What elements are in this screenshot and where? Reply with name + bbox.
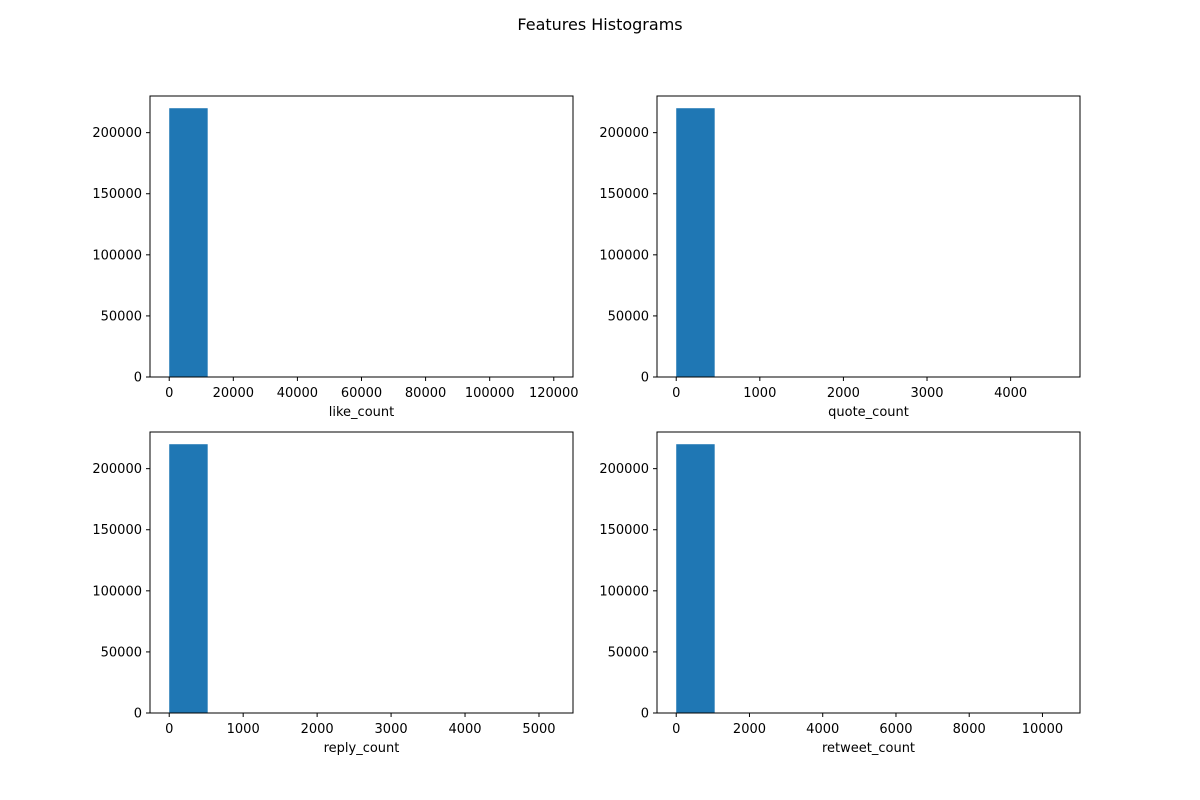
- x-tick-label: 2000: [733, 722, 766, 737]
- y-tick-label: 150000: [599, 523, 649, 538]
- x-tick-label: 0: [672, 386, 680, 401]
- axes-frame: [656, 95, 1081, 378]
- x-tick-label: 6000: [879, 722, 912, 737]
- x-tick-label: 1000: [227, 722, 260, 737]
- y-tick-label: 100000: [92, 248, 142, 263]
- x-tick-label: 3000: [910, 386, 943, 401]
- y-tick-label: 150000: [92, 187, 142, 202]
- subplot-retweet-count: 0 2000 4000 6000 8000 10000050000100000150000…: [599, 431, 1081, 756]
- y-tick-label: 0: [641, 371, 649, 386]
- x-tick-label: 80000: [405, 386, 446, 401]
- histogram-bar: [676, 108, 715, 377]
- x-tick-label: 5000: [522, 722, 555, 737]
- y-tick-label: 150000: [599, 187, 649, 202]
- x-tick-label: 60000: [341, 386, 382, 401]
- x-tick-label: 120000: [529, 386, 579, 401]
- y-tick-label: 0: [641, 707, 649, 722]
- x-axis-label: reply_count: [324, 741, 400, 756]
- y-tick-label: 50000: [101, 645, 142, 660]
- y-tick-label: 50000: [608, 309, 649, 324]
- x-tick-label: 40000: [277, 386, 318, 401]
- y-tick-label: 100000: [599, 584, 649, 599]
- subplot-like-count: 0 20000 40000 60000 80000 100000 120000 0 50000 1…: [92, 95, 579, 420]
- x-axis-label: quote_count: [828, 405, 909, 420]
- y-tick-label: 200000: [599, 126, 649, 141]
- y-tick-label: 50000: [101, 309, 142, 324]
- figure-title: Features Histograms: [517, 15, 682, 34]
- y-tick-label: 100000: [599, 248, 649, 263]
- x-tick-label: 2000: [827, 386, 860, 401]
- histogram-bar: [169, 108, 208, 377]
- subplot-quote-count: 0 1000 2000 3000 4000 0 50000 100000 150000 20000…: [599, 95, 1081, 420]
- x-tick-label: 100000: [465, 386, 515, 401]
- axes-frame: [149, 431, 574, 714]
- x-tick-label: 8000: [953, 722, 986, 737]
- x-tick-label: 0: [165, 386, 173, 401]
- x-tick-label: 2000: [301, 722, 334, 737]
- x-tick-label: 4000: [806, 722, 839, 737]
- subplot-grid: 0 20000 40000 60000 80000 100000 1200000500001…: [92, 95, 1081, 756]
- histogram-bar: [169, 444, 208, 713]
- y-tick-label: 200000: [92, 126, 142, 141]
- x-tick-label: 1000: [743, 386, 776, 401]
- x-tick-label: 4000: [448, 722, 481, 737]
- x-tick-label: 4000: [994, 386, 1027, 401]
- x-tick-label: 0: [672, 722, 680, 737]
- subplot-reply-count: 0 1000 2000 3000 4000 50000500001000001500002…: [92, 431, 574, 756]
- x-tick-label: 3000: [375, 722, 408, 737]
- histogram-bar: [676, 444, 715, 713]
- y-tick-label: 0: [134, 707, 142, 722]
- y-tick-label: 0: [134, 371, 142, 386]
- x-tick-label: 0: [165, 722, 173, 737]
- x-tick-label: 20000: [213, 386, 254, 401]
- y-tick-label: 200000: [92, 462, 142, 477]
- y-tick-label: 150000: [92, 523, 142, 538]
- x-axis-label: like_count: [329, 405, 394, 420]
- x-axis-label: retweet_count: [822, 741, 915, 756]
- axes-frame: [656, 431, 1081, 714]
- y-tick-label: 200000: [599, 462, 649, 477]
- y-tick-label: 100000: [92, 584, 142, 599]
- x-tick-label: 10000: [1022, 722, 1063, 737]
- y-tick-label: 50000: [608, 645, 649, 660]
